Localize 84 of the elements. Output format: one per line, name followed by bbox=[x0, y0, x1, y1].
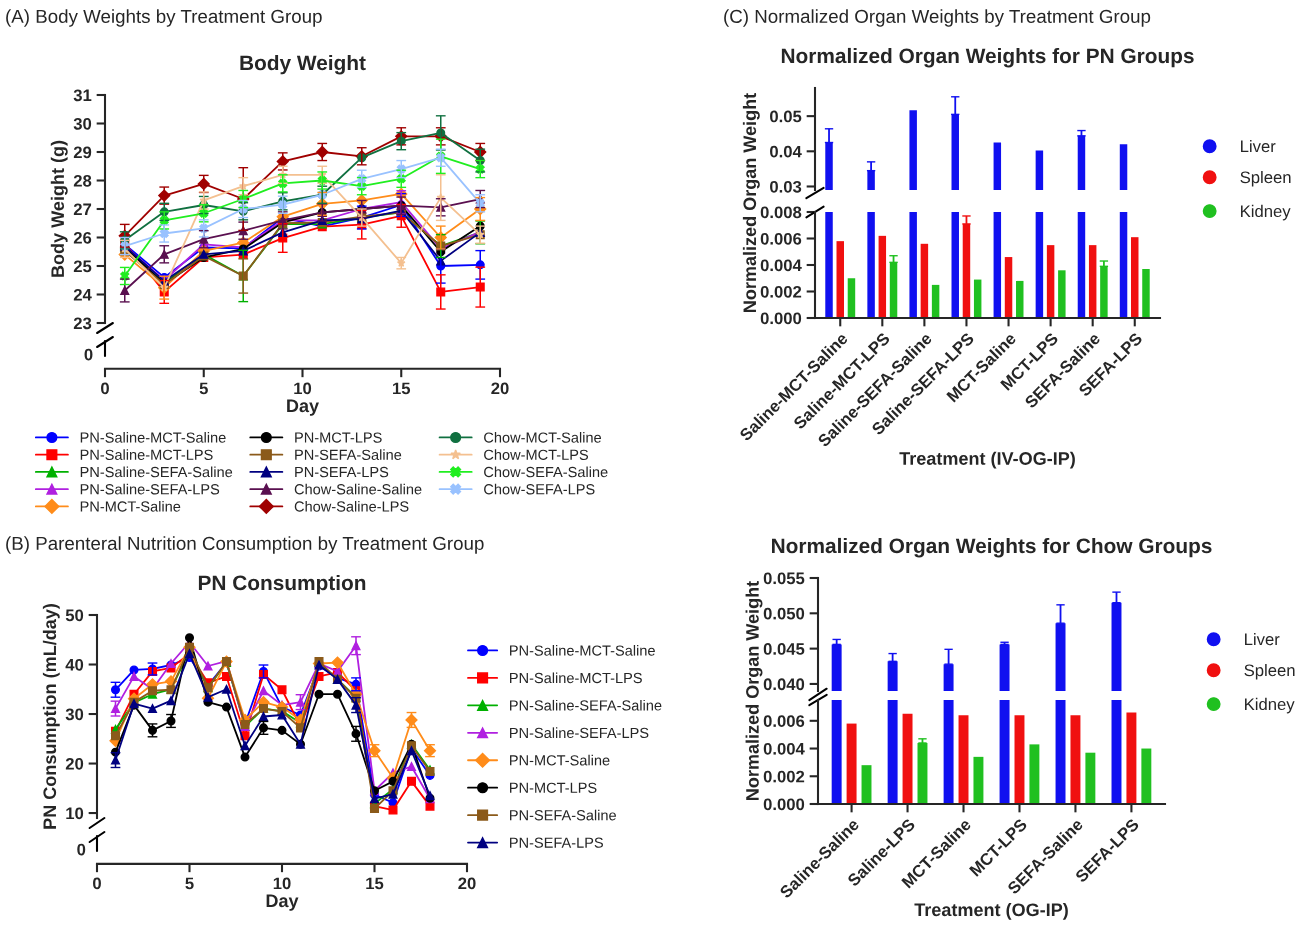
legend-label: PN-MCT-LPS bbox=[510, 782, 597, 793]
x-tick-label: 10 bbox=[273, 877, 291, 890]
legend-label: Chow-SEFA-LPS bbox=[484, 483, 595, 495]
legend-label: PN-SEFA-LPS bbox=[510, 837, 603, 848]
x-tick-label: 20 bbox=[458, 877, 476, 890]
x-tick-label: 0 bbox=[101, 382, 109, 395]
y-tick-label: 0.000 bbox=[760, 312, 802, 325]
x-tick-label: 10 bbox=[294, 382, 312, 395]
x-tick-label: 0 bbox=[93, 877, 101, 890]
legend-label: PN-MCT-Saline bbox=[80, 500, 181, 512]
legend-label: PN-MCT-LPS bbox=[295, 432, 382, 443]
chart-subtitle: Body Weight bbox=[240, 54, 366, 75]
y-tick-label: 0.05 bbox=[770, 110, 802, 123]
chart-title: (A) Body Weights by Treatment Group bbox=[6, 9, 322, 27]
legend-label: PN-Saline-SEFA-Saline bbox=[80, 466, 233, 478]
chart-subtitle: Normalized Organ Weights for PN Groups bbox=[781, 47, 1194, 68]
legend-label: PN-Saline-MCT-Saline bbox=[510, 645, 655, 656]
y-tick-label: 0.045 bbox=[763, 643, 805, 655]
y-tick-label: 40 bbox=[65, 658, 84, 671]
legend-label: PN-Saline-SEFA-Saline bbox=[510, 699, 662, 711]
y-tick-label: 0.03 bbox=[770, 180, 802, 193]
y-tick-label: 29 bbox=[73, 146, 92, 159]
legend-label: PN-SEFA-Saline bbox=[510, 809, 616, 821]
y-axis-title: PN Consumption (mL/day) bbox=[42, 604, 60, 829]
x-tick-label: 5 bbox=[185, 877, 194, 890]
chart-title: Normalized Organ Weights for Chow Groups bbox=[772, 537, 1212, 558]
chart-title: (B) Parenteral Nutrition Consumption by Treatment Group bbox=[6, 536, 484, 554]
y-tick-label: 0.055 bbox=[763, 572, 805, 585]
legend-label: PN-Saline-MCT-LPS bbox=[80, 449, 213, 460]
y-tick-label: 0.040 bbox=[763, 678, 805, 691]
y-tick-label: 0.002 bbox=[763, 770, 805, 783]
y-tick-label: 0.006 bbox=[763, 715, 805, 727]
legend-label: Chow-Saline-Saline bbox=[294, 483, 422, 495]
y-tick-label: 0.008 bbox=[760, 206, 802, 219]
y-tick-label: 0.004 bbox=[763, 742, 805, 755]
y-tick-label: 26 bbox=[73, 231, 92, 244]
legend-label: PN-SEFA-Saline bbox=[295, 449, 402, 460]
y-tick-label: 0.050 bbox=[763, 607, 805, 620]
x-tick-label: 15 bbox=[393, 382, 411, 395]
x-axis-title: Day bbox=[266, 894, 299, 911]
legend-label: Kidney bbox=[1245, 697, 1295, 714]
x-tick-label: 15 bbox=[366, 877, 384, 890]
legend-label: PN-Saline-MCT-Saline bbox=[80, 432, 226, 443]
chart-title: (C) Normalized Organ Weights by Treatment Group bbox=[724, 9, 1151, 27]
x-tick-label: 5 bbox=[199, 382, 208, 395]
x-tick-label: 20 bbox=[491, 382, 509, 395]
x-axis-title: Day bbox=[287, 399, 319, 416]
legend-label: Chow-MCT-Saline bbox=[484, 432, 602, 443]
legend-label: Spleen bbox=[1240, 171, 1291, 187]
y-axis-title: Normalized Organ Weight bbox=[742, 93, 760, 312]
y-axis-title: Body Weight (g) bbox=[50, 140, 68, 277]
legend-label: PN-SEFA-LPS bbox=[295, 466, 389, 478]
legend-label: Chow-SEFA-Saline bbox=[484, 466, 608, 478]
y-tick-label: 30 bbox=[65, 708, 84, 721]
y-tick-label: 20 bbox=[65, 757, 84, 770]
text: 0 bbox=[84, 348, 93, 361]
legend-label: PN-Saline-MCT-LPS bbox=[510, 672, 642, 684]
y-tick-label: 0.002 bbox=[760, 285, 802, 298]
legend-label: PN-Saline-SEFA-LPS bbox=[510, 727, 649, 739]
x-axis-title: Treatment (IV-OG-IP) bbox=[899, 451, 1075, 469]
y-tick-label: 24 bbox=[73, 288, 92, 301]
legend-label: Liver bbox=[1241, 140, 1276, 153]
y-tick-label: 0.04 bbox=[770, 145, 802, 158]
y-tick-label: 30 bbox=[73, 117, 92, 130]
y-tick-label: 0.004 bbox=[760, 259, 802, 272]
chart-subtitle: PN Consumption bbox=[198, 574, 366, 595]
y-tick-label: 23 bbox=[73, 317, 92, 330]
y-tick-label: 25 bbox=[73, 260, 92, 273]
y-tick-label: 27 bbox=[73, 203, 92, 216]
legend-label: PN-Saline-SEFA-LPS bbox=[80, 483, 220, 495]
y-tick-label: 10 bbox=[66, 807, 84, 820]
y-tick-label: 31 bbox=[73, 89, 92, 102]
legend-label: Chow-MCT-LPS bbox=[484, 449, 589, 460]
legend-label: Chow-Saline-LPS bbox=[294, 500, 409, 512]
y-tick-label: 0.006 bbox=[760, 232, 802, 245]
legend-label: Spleen bbox=[1244, 664, 1295, 680]
y-tick-label: 28 bbox=[73, 174, 92, 187]
y-axis-title: Normalized Organ Weight bbox=[745, 581, 763, 800]
legend-label: Kidney bbox=[1241, 204, 1291, 221]
y-tick-label: 0.000 bbox=[763, 798, 805, 811]
legend-label: PN-MCT-Saline bbox=[510, 754, 610, 766]
x-axis-title: Treatment (OG-IP) bbox=[914, 902, 1068, 920]
legend-label: Liver bbox=[1245, 633, 1280, 646]
y-tick-label: 50 bbox=[65, 609, 84, 622]
